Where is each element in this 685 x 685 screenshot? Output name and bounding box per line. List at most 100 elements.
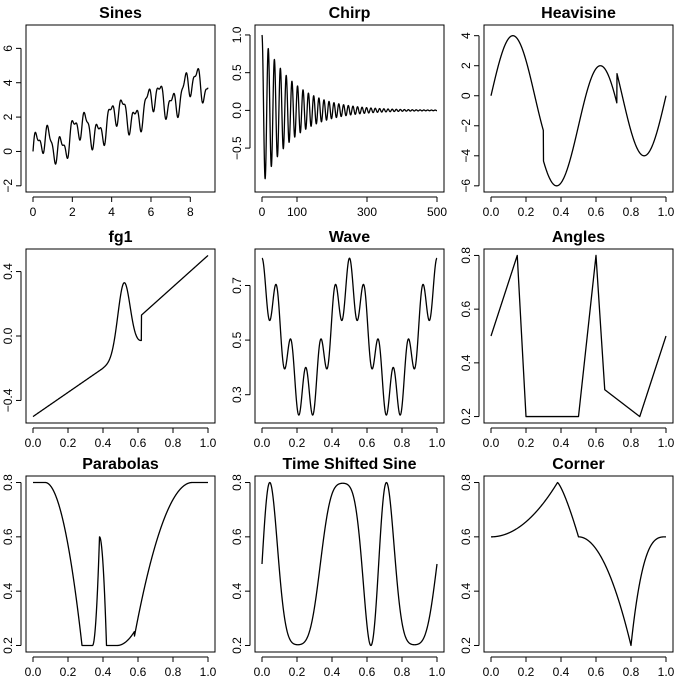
y-tick-label: 0.7 bbox=[230, 277, 244, 294]
y-tick-label: 0.0 bbox=[1, 327, 15, 344]
x-tick-label: 0.2 bbox=[518, 436, 535, 450]
x-tick-label: 0.0 bbox=[483, 665, 500, 679]
x-tick-label: 0.4 bbox=[95, 436, 112, 450]
panel-fg1: fg1 0.0 0.2 0.4 0.6 0.8 1.0 −0.4 0.0 0.4 bbox=[1, 229, 217, 450]
y-tick-label: 0.2 bbox=[459, 637, 473, 654]
y-tick-label: 0.8 bbox=[230, 474, 244, 491]
y-tick-label: 0.4 bbox=[459, 354, 473, 371]
series-line-timeshiftedsine bbox=[261, 481, 438, 647]
x-tick-label: 0.4 bbox=[553, 665, 570, 679]
y-tick-label: 0.2 bbox=[459, 408, 473, 425]
x-tick-label: 100 bbox=[287, 205, 307, 219]
y-tick-label: 0.0 bbox=[230, 102, 244, 119]
plot-frame bbox=[25, 248, 216, 424]
x-tick-label: 0.6 bbox=[588, 205, 605, 219]
series-line-fg1 bbox=[32, 254, 209, 418]
x-tick-label: 2 bbox=[69, 205, 76, 219]
x-tick-label: 0.4 bbox=[553, 436, 570, 450]
y-tick-label: 0.4 bbox=[230, 582, 244, 599]
x-tick-label: 1.0 bbox=[429, 436, 446, 450]
series-line-chirp bbox=[261, 34, 438, 180]
y-tick-label: 0.5 bbox=[230, 64, 244, 81]
x-tick-label: 0.0 bbox=[483, 205, 500, 219]
x-tick-label: 1.0 bbox=[200, 665, 217, 679]
x-tick-label: 0.2 bbox=[60, 436, 77, 450]
panel-sines: Sines 0 2 4 6 8 −2 0 2 4 6 bbox=[1, 5, 216, 219]
x-tick-label: 0.6 bbox=[130, 436, 147, 450]
x-tick-label: 1.0 bbox=[429, 665, 446, 679]
plot-frame bbox=[483, 24, 674, 193]
x-tick-label: 0.8 bbox=[165, 436, 182, 450]
x-tick-label: 0.4 bbox=[324, 436, 341, 450]
y-tick-label: 0.4 bbox=[1, 263, 15, 280]
panel-corner: Corner 0.0 0.2 0.4 0.6 0.8 1.0 0.2 0.4 0.6 0.8 bbox=[459, 456, 675, 679]
panel-timeshiftedsine: Time Shifted Sine 0.0 0.2 0.4 0.6 0.8 1.0 0.2 0.… bbox=[230, 456, 446, 679]
x-tick-label: 0.2 bbox=[289, 665, 306, 679]
y-tick-label: 4 bbox=[459, 32, 473, 39]
y-tick-label: 2 bbox=[459, 62, 473, 69]
y-tick-label: 0.8 bbox=[459, 474, 473, 491]
x-tick-label: 6 bbox=[148, 205, 155, 219]
plot-frame bbox=[25, 24, 216, 193]
y-tick-label: 0.8 bbox=[1, 474, 15, 491]
series-line-angles bbox=[490, 254, 667, 418]
y-tick-label: −2 bbox=[459, 119, 473, 133]
x-tick-label: 0.6 bbox=[130, 665, 147, 679]
panel-wave: Wave 0.0 0.2 0.4 0.6 0.8 1.0 0.3 0.5 0.7 bbox=[230, 229, 446, 450]
y-tick-label: −4 bbox=[459, 149, 473, 163]
series-line-parabolas bbox=[32, 481, 209, 647]
x-tick-label: 0.6 bbox=[359, 665, 376, 679]
x-tick-label: 0.8 bbox=[623, 665, 640, 679]
x-tick-label: 0 bbox=[259, 205, 266, 219]
x-tick-label: 0.8 bbox=[165, 665, 182, 679]
y-tick-label: −0.4 bbox=[1, 388, 15, 412]
x-tick-label: 8 bbox=[187, 205, 194, 219]
panel-title: Parabolas bbox=[82, 456, 159, 473]
y-tick-label: 0.4 bbox=[1, 582, 15, 599]
panel-title: Heavisine bbox=[541, 5, 616, 22]
panel-title: Corner bbox=[552, 456, 604, 473]
y-tick-label: −6 bbox=[459, 179, 473, 193]
y-tick-label: 0.8 bbox=[459, 247, 473, 264]
y-tick-label: 0.5 bbox=[230, 331, 244, 348]
x-tick-label: 4 bbox=[108, 205, 115, 219]
x-tick-label: 0.2 bbox=[518, 665, 535, 679]
x-tick-label: 0.0 bbox=[25, 436, 42, 450]
x-tick-label: 0.4 bbox=[324, 665, 341, 679]
y-tick-label: 0.2 bbox=[1, 637, 15, 654]
x-tick-label: 1.0 bbox=[658, 205, 675, 219]
panel-chirp: Chirp 0 100 300 500 −0.5 0.0 0.5 1.0 bbox=[230, 5, 447, 219]
x-tick-label: 1.0 bbox=[658, 436, 675, 450]
x-tick-label: 0.8 bbox=[394, 436, 411, 450]
x-tick-label: 0.8 bbox=[394, 665, 411, 679]
panel-title: Angles bbox=[552, 229, 605, 246]
panel-title: Sines bbox=[99, 5, 142, 22]
x-tick-label: 0.6 bbox=[588, 436, 605, 450]
x-tick-label: 0.6 bbox=[359, 436, 376, 450]
x-tick-label: 0.4 bbox=[553, 205, 570, 219]
y-tick-label: 0.6 bbox=[230, 528, 244, 545]
x-tick-label: 0.2 bbox=[60, 665, 77, 679]
panel-title: Chirp bbox=[329, 5, 371, 22]
series-line-wave bbox=[261, 257, 438, 416]
plot-frame bbox=[25, 475, 216, 653]
y-tick-label: 0.2 bbox=[230, 637, 244, 654]
series-line-sines bbox=[32, 68, 209, 165]
y-tick-label: 2 bbox=[1, 113, 15, 120]
panel-title: Wave bbox=[329, 229, 370, 246]
plot-frame bbox=[254, 24, 445, 193]
y-tick-label: 0 bbox=[459, 92, 473, 99]
y-tick-label: 0.4 bbox=[459, 582, 473, 599]
plot-frame bbox=[254, 475, 445, 653]
x-tick-label: 0.6 bbox=[588, 665, 605, 679]
y-tick-label: 0.6 bbox=[1, 528, 15, 545]
plot-frame bbox=[254, 248, 445, 424]
x-tick-label: 0.2 bbox=[518, 205, 535, 219]
x-tick-label: 0.8 bbox=[623, 205, 640, 219]
y-tick-label: 1.0 bbox=[230, 26, 244, 43]
y-tick-label: −2 bbox=[1, 179, 15, 193]
x-tick-label: 0.2 bbox=[289, 436, 306, 450]
y-tick-label: 6 bbox=[1, 45, 15, 52]
panel-parabolas: Parabolas 0.0 0.2 0.4 0.6 0.8 1.0 0.2 0.4 0.6 0.8 bbox=[1, 456, 217, 679]
panel-heavisine: Heavisine 0.0 0.2 0.4 0.6 0.8 1.0 −6 −4 −2 0 2 4 bbox=[459, 5, 675, 219]
